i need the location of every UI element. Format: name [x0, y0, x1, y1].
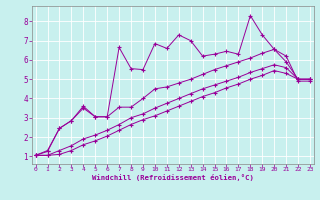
X-axis label: Windchill (Refroidissement éolien,°C): Windchill (Refroidissement éolien,°C): [92, 174, 254, 181]
